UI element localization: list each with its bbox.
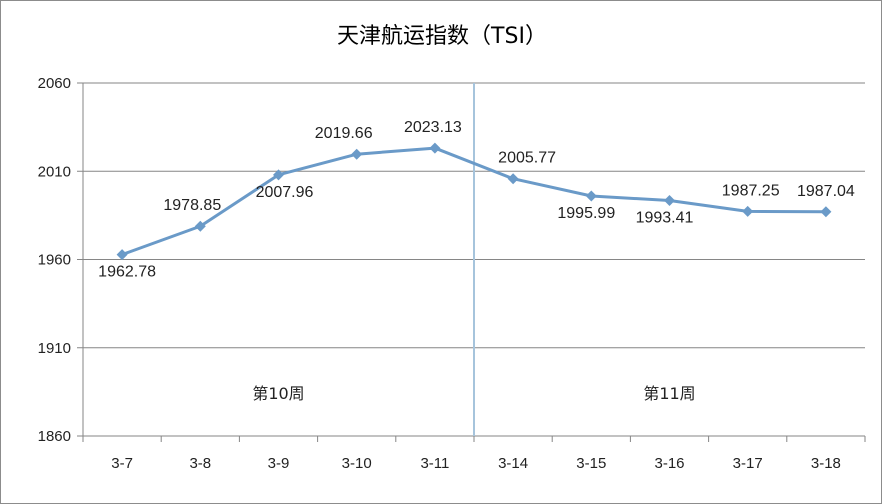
y-tick-label: 1860 (38, 428, 71, 445)
chart-title: 天津航运指数（TSI） (337, 24, 547, 49)
x-tick-label: 3-16 (654, 455, 684, 472)
x-tick-label: 3-14 (498, 455, 528, 472)
data-label: 1995.99 (557, 205, 615, 222)
data-point (351, 148, 363, 160)
week-label: 第10周 (252, 384, 304, 403)
data-point (273, 169, 284, 181)
data-point (585, 190, 597, 202)
x-tick-label: 3-10 (342, 455, 372, 472)
data-point (664, 195, 675, 207)
y-tick-label: 2010 (38, 163, 71, 180)
y-tick-label: 1960 (38, 252, 71, 269)
data-point (820, 206, 832, 218)
x-tick-label: 3-8 (189, 455, 211, 472)
series-line (121, 146, 826, 257)
data-label: 2019.66 (315, 125, 373, 142)
y-tick-label: 2060 (38, 75, 71, 92)
x-tick-label: 3-7 (111, 455, 133, 472)
x-tick-label: 3-15 (576, 455, 606, 472)
x-tick-label: 3-18 (811, 455, 841, 472)
x-tick-label: 3-17 (733, 455, 763, 472)
data-point (507, 173, 519, 185)
x-tick-label: 3-9 (268, 455, 290, 472)
week-label: 第11周 (643, 384, 695, 403)
data-label: 1987.25 (722, 182, 780, 199)
data-label: 1993.41 (636, 210, 694, 227)
y-tick-label: 1910 (38, 340, 71, 357)
data-point (194, 220, 206, 232)
data-label: 2005.77 (498, 150, 556, 167)
data-point (116, 249, 128, 261)
data-label: 1962.78 (98, 264, 156, 281)
data-point (429, 142, 441, 154)
data-label: 2023.13 (404, 119, 462, 136)
data-label: 1987.04 (797, 183, 855, 200)
data-label: 2007.96 (256, 184, 314, 201)
data-label: 1978.85 (163, 197, 221, 214)
data-point (742, 205, 754, 217)
x-tick-label: 3-11 (420, 455, 449, 472)
